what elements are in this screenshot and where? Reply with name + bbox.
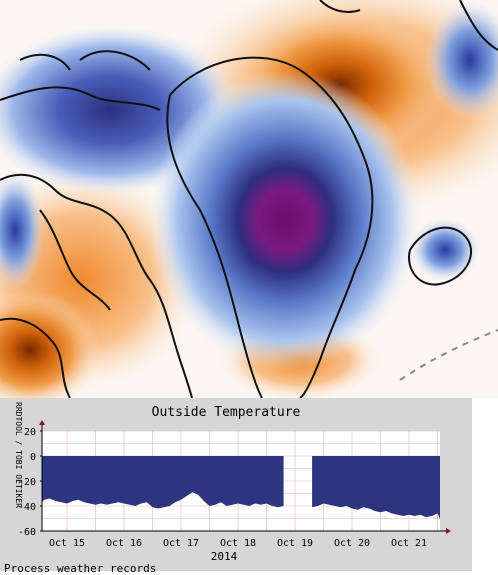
axes bbox=[39, 420, 451, 534]
y-tick-label: -60 bbox=[18, 527, 36, 538]
y-tick-labels: 20 0 -20 -40 -60 bbox=[18, 427, 42, 538]
rrdtool-watermark: RRDTOOL / TOBI OETIKER bbox=[14, 402, 23, 508]
x-axis-arrow bbox=[446, 528, 451, 534]
y-tick-label: 20 bbox=[24, 427, 36, 438]
y-tick-label: -40 bbox=[18, 502, 36, 513]
x-axis-label: 2014 bbox=[211, 550, 238, 563]
temperature-area-segment-2 bbox=[312, 456, 440, 520]
y-axis-arrow bbox=[39, 420, 45, 425]
process-weather-records-link[interactable]: Process weather records bbox=[4, 562, 157, 575]
temperature-area-segment-1 bbox=[42, 456, 284, 509]
y-tick-label: -20 bbox=[18, 477, 36, 488]
x-tick-label: Oct 16 bbox=[106, 538, 142, 549]
x-tick-label: Oct 18 bbox=[220, 538, 256, 549]
x-tick-labels: Oct 15 Oct 16 Oct 17 Oct 18 Oct 19 Oct 20 Oct … bbox=[49, 538, 427, 549]
x-tick-label: Oct 19 bbox=[277, 538, 313, 549]
temperature-anomaly-map bbox=[0, 0, 498, 398]
outside-temperature-chart: Outside Temperature 200-20-40-60 Oct 15 O… bbox=[18, 405, 451, 563]
chart-title: Outside Temperature bbox=[152, 405, 301, 420]
temperature-graph-panel: Outside Temperature 20 0 -20 -40 -60 Oct 15 O… bbox=[0, 398, 472, 571]
y-tick-label: 0 bbox=[30, 452, 36, 463]
x-tick-label: Oct 21 bbox=[391, 538, 427, 549]
temperature-areas bbox=[42, 456, 440, 520]
x-tick-label: Oct 17 bbox=[163, 538, 199, 549]
x-tick-label: Oct 20 bbox=[334, 538, 370, 549]
watermark-text: RRDTOOL / TOBI OETIKER bbox=[14, 402, 23, 508]
x-tick-label: Oct 15 bbox=[49, 538, 85, 549]
